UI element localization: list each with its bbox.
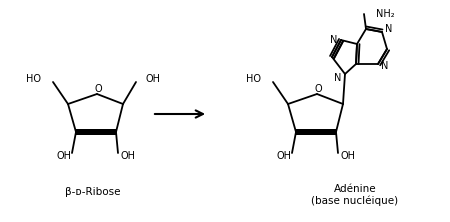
Text: OH: OH bbox=[341, 151, 356, 161]
Text: NH₂: NH₂ bbox=[376, 9, 395, 19]
Text: OH: OH bbox=[276, 151, 292, 161]
Text: OH: OH bbox=[57, 151, 72, 161]
Text: OH: OH bbox=[121, 151, 135, 161]
Text: Adénine
(base nucléique): Adénine (base nucléique) bbox=[311, 184, 399, 206]
Text: β-ᴅ-Ribose: β-ᴅ-Ribose bbox=[65, 187, 121, 197]
Text: N: N bbox=[385, 24, 393, 34]
Text: O: O bbox=[94, 84, 102, 94]
Text: N: N bbox=[334, 73, 342, 83]
Text: O: O bbox=[314, 84, 322, 94]
Text: HO: HO bbox=[246, 74, 261, 84]
Text: N: N bbox=[381, 61, 389, 71]
Polygon shape bbox=[76, 129, 116, 135]
Polygon shape bbox=[296, 129, 336, 135]
Text: N: N bbox=[330, 35, 338, 45]
Text: HO: HO bbox=[26, 74, 41, 84]
Text: OH: OH bbox=[145, 74, 160, 84]
